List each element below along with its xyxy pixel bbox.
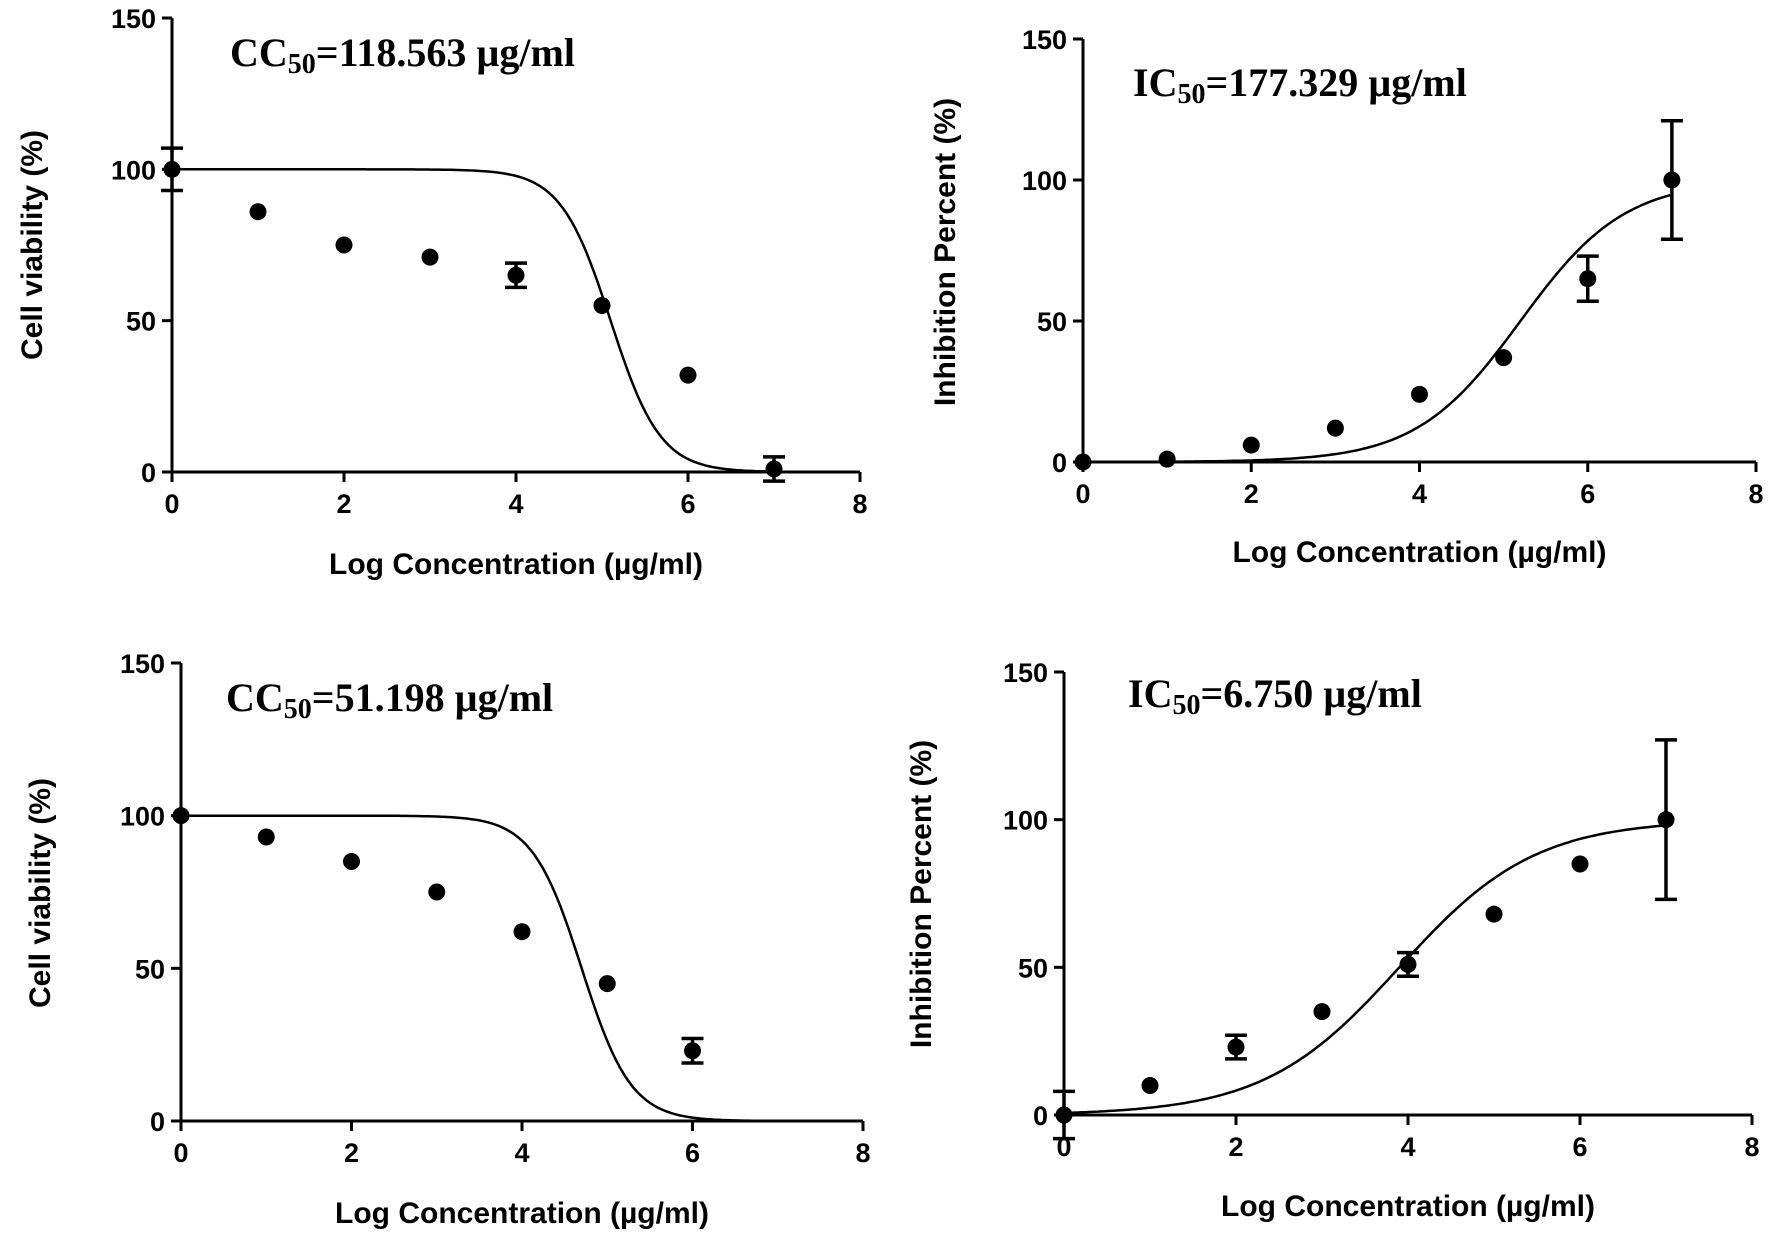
y-axis-label: Inhibition Percent (%) [905,740,938,1048]
x-tick-label: 4 [1412,479,1427,509]
fit-curve [1063,824,1667,1115]
data-point [1074,453,1092,471]
data-point [1399,955,1417,973]
x-tick-label: 2 [344,1138,359,1168]
x-tick-label: 8 [852,489,867,519]
annotation-value: =118.563 µg/ml [316,30,575,75]
x-tick-label: 6 [1572,1132,1587,1162]
x-tick-label: 6 [680,489,695,519]
x-tick-label: 6 [1580,479,1595,509]
y-tick-label: 150 [1022,25,1067,55]
y-tick-label: 0 [1033,1101,1048,1131]
data-point [507,266,525,284]
annotation-text: CC50=118.563 µg/ml [230,30,575,80]
annotation-prefix: CC [226,675,284,720]
annotation-subscript: 50 [288,49,316,80]
annotation-prefix: IC [1133,60,1177,105]
chart-panel-top-right: 0 2 4 6 8 0 50 100 150 Log Concentration (µg/ml) I… [929,25,1764,569]
data-point [1242,436,1260,454]
x-tick-label: 6 [685,1138,700,1168]
y-axis-label: Cell viability (%) [16,130,49,360]
data-point [1663,171,1681,189]
x-tick-label: 2 [1244,479,1259,509]
fit-curve [172,168,775,473]
annotation-prefix: CC [230,30,288,75]
data-point [257,828,275,846]
data-point [1055,1106,1073,1124]
x-tick-label: 8 [1748,479,1763,509]
annotation-prefix: IC [1128,671,1172,716]
y-tick-label: 100 [1003,806,1048,836]
data-point [249,203,267,221]
data-point [679,366,697,384]
x-axis-label: Log Concentration (µg/ml) [329,548,703,581]
y-tick-label: 50 [1037,307,1067,337]
data-point [1495,349,1513,367]
x-axis-label: Log Concentration (µg/ml) [1221,1190,1595,1223]
data-point [421,248,439,266]
y-tick-label: 0 [141,458,156,488]
x-axis-label: Log Concentration (µg/ml) [1233,536,1607,569]
data-point [1141,1076,1159,1094]
y-axis-label: Cell viability (%) [24,778,57,1008]
y-tick-label: 150 [120,649,165,679]
data-point [163,160,181,178]
annotation-text: CC50=51.198 µg/ml [226,675,553,725]
annotation-subscript: 50 [284,694,312,725]
y-axis-label: Inhibition Percent (%) [929,98,962,406]
data-point [1579,270,1597,288]
x-tick-label: 4 [1400,1132,1415,1162]
x-tick-label: 4 [508,489,523,519]
x-tick-label: 0 [1075,479,1090,509]
annotation-text: IC50=177.329 µg/ml [1133,60,1467,110]
y-tick-label: 100 [1022,166,1067,196]
y-tick-label: 150 [1003,658,1048,688]
annotation-subscript: 50 [1172,690,1200,721]
y-tick-label: 0 [150,1107,165,1137]
data-point [513,923,531,941]
annotation-value: =177.329 µg/ml [1205,60,1466,105]
data-point [172,807,190,825]
fit-curve [181,814,863,1123]
data-point [1657,811,1675,829]
fit-curve [1083,193,1673,464]
data-point [428,883,446,901]
annotation-text: IC50=6.750 µg/ml [1128,671,1422,721]
annotation-value: =51.198 µg/ml [312,675,553,720]
data-point [1411,385,1428,403]
data-point [593,297,611,315]
annotation-subscript: 50 [1177,79,1205,110]
data-point [765,460,783,478]
y-tick-label: 50 [1018,953,1048,983]
data-point [1227,1038,1245,1056]
x-tick-label: 0 [164,489,179,519]
x-tick-label: 8 [855,1138,870,1168]
data-point [1571,855,1589,873]
data-point [1313,1003,1331,1021]
chart-panel-top-left: 0 2 4 6 8 0 50 100 150 Log Concentration (µg/ml) C… [16,4,868,581]
x-tick-label: 0 [173,1138,188,1168]
data-point [335,236,353,254]
annotation-value: =6.750 µg/ml [1200,671,1421,716]
x-axis-label: Log Concentration (µg/ml) [335,1197,709,1230]
data-point [684,1042,701,1060]
data-point [1158,450,1176,468]
x-tick-label: 8 [1744,1132,1759,1162]
data-point [343,852,360,870]
y-tick-label: 0 [1052,448,1067,478]
y-tick-label: 150 [111,4,156,34]
x-tick-label: 4 [514,1138,529,1168]
y-tick-label: 50 [126,307,156,337]
y-tick-label: 100 [111,155,156,185]
data-point [1326,419,1344,437]
y-tick-label: 50 [135,954,165,984]
data-point [598,975,616,993]
y-tick-label: 100 [120,802,165,832]
chart-panel-bottom-left: 0 2 4 6 8 0 50 100 150 Log Concentration (µg/ml) C… [24,649,871,1230]
x-tick-label: 2 [1228,1132,1243,1162]
data-point [1485,905,1503,923]
x-tick-label: 2 [336,489,351,519]
